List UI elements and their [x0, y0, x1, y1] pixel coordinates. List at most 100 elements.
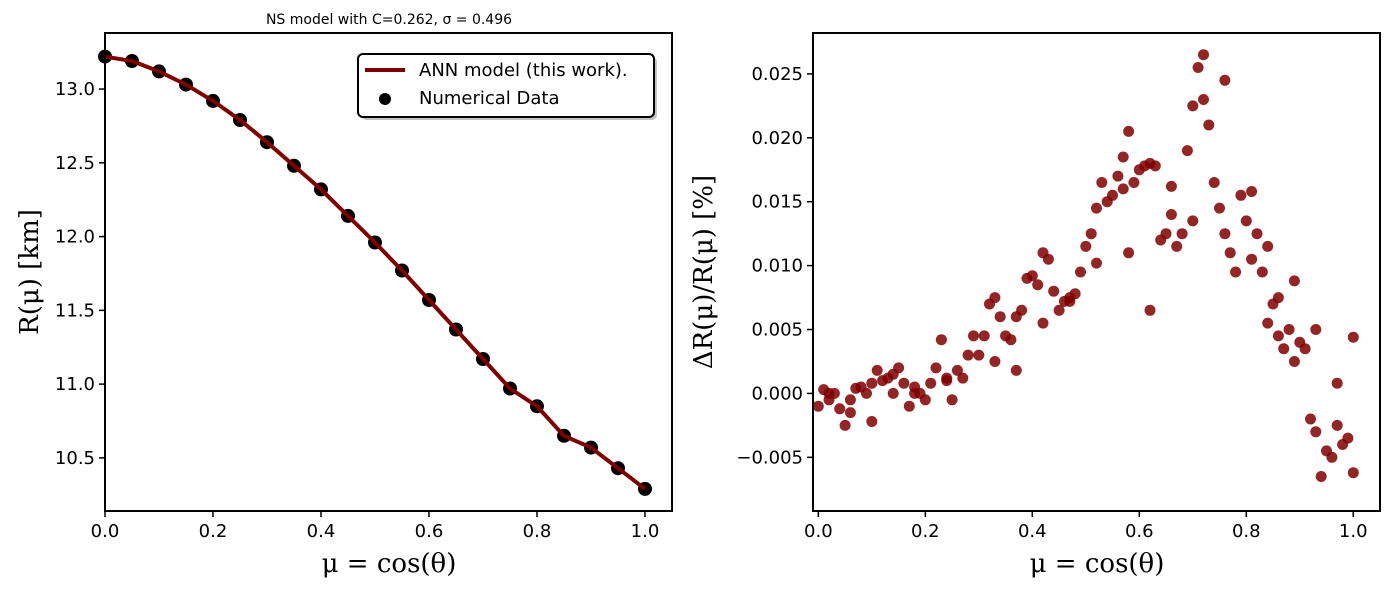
- right-data-point: [1123, 125, 1135, 137]
- right-data-point: [1005, 334, 1017, 346]
- right-data-point: [866, 416, 878, 427]
- right-data-point: [1026, 270, 1038, 282]
- right-data-point: [1251, 228, 1263, 240]
- right-data-point: [1198, 94, 1209, 105]
- right-data-point: [1347, 331, 1359, 343]
- right-data-point: [1064, 292, 1076, 304]
- right-data-point: [844, 407, 856, 419]
- right-x-tick-label: 0.8: [1232, 521, 1261, 542]
- right-data-point: [1187, 215, 1199, 227]
- right-data-point: [1272, 330, 1284, 342]
- right-data-point: [1288, 275, 1300, 287]
- right-data-point: [951, 364, 963, 376]
- right-data-point: [935, 334, 947, 346]
- right-data-point: [1219, 228, 1231, 240]
- right-data-point: [1010, 364, 1022, 376]
- right-data-point: [1235, 189, 1247, 201]
- legend: ANN model (this work). Numerical Data: [357, 53, 657, 120]
- left-plot-area: [98, 49, 652, 496]
- left-y-axis-label: R(μ) [km]: [15, 209, 45, 335]
- right-data-point: [930, 362, 942, 374]
- right-data-point: [1246, 186, 1258, 197]
- left-x-tick-label: 0.0: [91, 521, 120, 542]
- right-x-tick-label: 0.4: [1018, 521, 1047, 542]
- right-data-point: [1107, 189, 1118, 201]
- right-data-point: [1091, 202, 1102, 214]
- right-data-point: [1262, 317, 1274, 329]
- right-data-point: [973, 349, 985, 361]
- right-data-point: [1123, 247, 1135, 259]
- right-data-point: [1203, 119, 1215, 131]
- right-plot-area: [812, 49, 1359, 482]
- left-y-tick-label: 10.5: [55, 448, 95, 469]
- right-data-point: [925, 377, 937, 389]
- right-data-point: [861, 387, 872, 399]
- right-data-point: [866, 377, 878, 389]
- right-data-point: [1315, 471, 1327, 482]
- right-y-tick-label: −0.005: [736, 447, 803, 468]
- right-data-point: [1037, 317, 1049, 329]
- right-data-point: [1347, 467, 1359, 479]
- left-y-tick-label: 11.0: [55, 374, 95, 395]
- right-data-point: [1181, 145, 1193, 157]
- right-data-point: [1230, 266, 1242, 278]
- right-data-point: [978, 330, 990, 342]
- right-x-tick-label: 0.2: [911, 521, 940, 542]
- right-data-point: [941, 372, 953, 384]
- right-data-point: [1256, 266, 1268, 278]
- left-y-tick-label: 11.5: [55, 300, 95, 321]
- right-data-point: [834, 403, 846, 415]
- right-y-tick-label: 0.010: [751, 256, 803, 277]
- right-data-point: [1085, 228, 1097, 240]
- left-axes-frame: [104, 32, 673, 512]
- left-x-axis-label: μ = cos(θ): [322, 549, 457, 579]
- right-data-point: [871, 364, 883, 376]
- right-data-point: [1262, 240, 1274, 252]
- right-data-point: [1305, 413, 1316, 425]
- right-data-point: [989, 292, 1001, 304]
- left-x-tick-label: 0.2: [199, 521, 228, 542]
- right-data-point: [1080, 240, 1092, 252]
- right-data-point: [1310, 426, 1322, 438]
- right-x-ticks: 0.0 0.2 0.4 0.6 0.8 1.0: [804, 511, 1368, 542]
- right-data-point: [1326, 451, 1338, 463]
- left-x-tick-label: 0.4: [307, 521, 336, 542]
- right-data-point: [1310, 324, 1322, 335]
- right-data-point: [1240, 215, 1252, 227]
- right-data-point: [839, 419, 851, 431]
- right-data-point: [903, 400, 915, 412]
- right-data-point: [1272, 292, 1284, 304]
- right-data-point: [1331, 419, 1343, 431]
- right-data-point: [1048, 285, 1060, 297]
- right-data-point: [1075, 266, 1086, 278]
- right-data-point: [1144, 304, 1156, 316]
- right-data-point: [946, 394, 958, 406]
- right-data-point: [887, 387, 899, 399]
- right-y-tick-label: 0.020: [751, 128, 803, 149]
- right-data-point: [1042, 253, 1054, 265]
- right-y-axis-label: ΔR(μ)/R(μ) [%]: [689, 175, 719, 369]
- right-data-point: [1032, 279, 1044, 291]
- left-x-ticks: 0.0 0.2 0.4 0.6 0.8 1.0: [91, 511, 659, 542]
- left-y-tick-label: 12.0: [55, 227, 95, 248]
- left-y-tick-label: 13.0: [55, 79, 95, 100]
- right-data-point: [1192, 62, 1204, 73]
- right-data-point: [898, 377, 910, 389]
- right-data-point: [1208, 177, 1220, 188]
- right-panel: 0.0 0.2 0.4 0.6 0.8 1.0 −0.005 0.000 0.005 0.010…: [689, 32, 1381, 579]
- left-panel: NS model with C=0.262, σ = 0.496 0.0 0.2 0…: [15, 12, 673, 579]
- right-data-point: [919, 394, 931, 406]
- right-data-point: [1128, 177, 1140, 188]
- legend-label-ann: ANN model (this work).: [419, 60, 628, 81]
- right-axes-frame: [812, 32, 1381, 512]
- left-chart-title: NS model with C=0.262, σ = 0.496: [266, 12, 512, 28]
- right-data-point: [1219, 74, 1231, 86]
- right-data-point: [1214, 202, 1225, 214]
- right-data-point: [1278, 343, 1290, 355]
- legend-label-data: Numerical Data: [419, 88, 560, 109]
- right-data-point: [1224, 247, 1236, 259]
- right-data-point: [1165, 209, 1177, 220]
- right-data-point: [909, 387, 921, 399]
- right-data-point: [989, 356, 1001, 367]
